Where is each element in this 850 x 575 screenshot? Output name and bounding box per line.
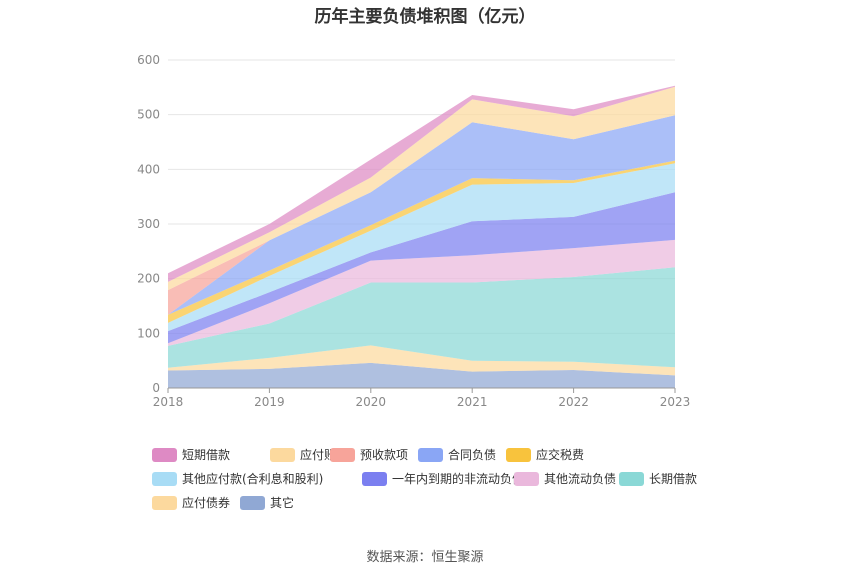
legend-label: 其它 xyxy=(270,496,295,510)
legend-swatch xyxy=(619,471,644,486)
y-tick-label: 200 xyxy=(137,272,160,286)
legend-label: 短期借款 xyxy=(182,448,231,462)
legend-item[interactable]: 长期借款 xyxy=(619,470,697,487)
x-tick-label: 2023 xyxy=(660,395,691,409)
legend-item[interactable]: 合同负债 xyxy=(418,446,496,463)
legend-swatch xyxy=(330,447,355,462)
legend-item[interactable]: 一年内到期的非流动负债 xyxy=(362,470,524,487)
legend-swatch xyxy=(514,471,539,486)
legend-item[interactable]: 其他应付款(合利息和股利) xyxy=(152,470,323,487)
x-tick-label: 2020 xyxy=(356,395,387,409)
legend-item[interactable]: 应交税费 xyxy=(506,446,584,463)
stacked-area-chart: 0 100 200 300 400 500 600 2018 2019 2020 2021 2022 2… xyxy=(137,53,691,409)
legend-swatch xyxy=(270,447,295,462)
legend-item[interactable]: 预收款项 xyxy=(330,446,408,463)
legend-label: 长期借款 xyxy=(649,472,698,486)
y-tick-label: 500 xyxy=(137,108,160,122)
area-长期借款 xyxy=(168,267,675,368)
legend-swatch xyxy=(152,471,177,486)
area-合同负债 xyxy=(168,115,675,315)
area-其他应付款(合利息和股利) xyxy=(168,163,675,332)
y-tick-label: 300 xyxy=(137,217,160,231)
area-应付债券 xyxy=(168,345,675,376)
legend-label: 应交税费 xyxy=(536,448,585,462)
legend-swatch xyxy=(152,447,177,462)
legend-label: 预收款项 xyxy=(360,448,409,462)
area-应付账款 xyxy=(168,86,675,291)
legend-swatch xyxy=(240,495,265,510)
legend-item[interactable]: 应付债券 xyxy=(152,494,230,511)
legend-label: 合同负债 xyxy=(448,448,497,462)
data-source: 数据来源：恒生聚源 xyxy=(366,550,484,565)
legend-swatch xyxy=(506,447,531,462)
legend-label: 其他应付款(合利息和股利) xyxy=(182,472,324,486)
legend-swatch xyxy=(418,447,443,462)
chart-title: 历年主要负债堆积图（亿元） xyxy=(314,7,536,27)
x-tick-label: 2019 xyxy=(254,395,285,409)
legend-swatch xyxy=(362,471,387,486)
legend-item[interactable]: 其它 xyxy=(240,494,294,511)
y-tick-label: 100 xyxy=(137,326,160,340)
y-tick-label: 0 xyxy=(152,381,160,395)
legend-swatch xyxy=(152,495,177,510)
legend-label: 其他流动负债 xyxy=(544,472,617,486)
area-其它 xyxy=(168,362,675,388)
area-其他流动负债 xyxy=(168,239,675,346)
x-tick-label: 2022 xyxy=(558,395,589,409)
legend-item[interactable]: 短期借款 xyxy=(152,446,230,463)
legend-label: 一年内到期的非流动负债 xyxy=(392,472,525,486)
area-一年内到期的非流动负债 xyxy=(168,192,675,344)
y-tick-label: 400 xyxy=(137,162,160,176)
x-tick-label: 2021 xyxy=(457,395,488,409)
x-tick-label: 2018 xyxy=(153,395,184,409)
y-tick-label: 600 xyxy=(137,53,160,67)
legend-label: 应付债券 xyxy=(182,496,231,510)
legend-item[interactable]: 其他流动负债 xyxy=(514,470,616,487)
